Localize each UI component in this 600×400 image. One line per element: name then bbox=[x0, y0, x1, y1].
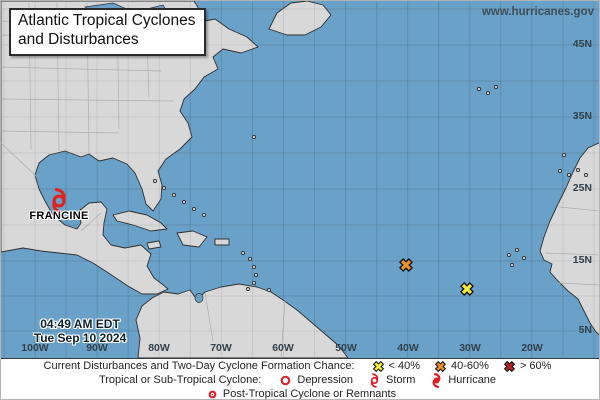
legend-item-hurricane: Hurricane bbox=[429, 372, 497, 388]
disturbance-marker-2[interactable] bbox=[459, 281, 475, 297]
legend-item-label: Storm bbox=[386, 374, 416, 387]
legend-item-depression: Depression bbox=[278, 373, 353, 388]
legend-post-tropical-row: Post-Tropical Cyclone or Remnants bbox=[1, 388, 599, 400]
depression-icon bbox=[278, 373, 293, 388]
marker-layer: FRANCINE bbox=[1, 1, 599, 358]
landmass-africa bbox=[539, 142, 599, 335]
legend-item-label: 40-60% bbox=[451, 360, 489, 373]
legend-item-post-tropical-cyclone-or-remnants: Post-Tropical Cyclone or Remnants bbox=[206, 388, 397, 400]
x-icon bbox=[434, 360, 447, 373]
legend-formation-chance-label: Current Disturbances and Two-Day Cyclone… bbox=[43, 360, 355, 373]
legend-item-storm: Storm bbox=[367, 372, 416, 388]
legend-item-60: > 60% bbox=[503, 360, 552, 373]
legend-cyclone-row: Tropical or Sub-Tropical Cyclone: Depres… bbox=[1, 372, 599, 388]
map-legend: Current Disturbances and Two-Day Cyclone… bbox=[1, 358, 599, 400]
legend-cyclone-label: Tropical or Sub-Tropical Cyclone: bbox=[98, 374, 262, 387]
legend-item-40: < 40% bbox=[372, 360, 421, 373]
x-icon bbox=[503, 360, 516, 373]
post-tropical-icon bbox=[206, 388, 219, 399]
legend-item-label: Post-Tropical Cyclone or Remnants bbox=[222, 388, 397, 400]
legend-item-label: Depression bbox=[297, 374, 354, 387]
landmasses bbox=[1, 1, 599, 358]
island-jamaica bbox=[146, 240, 162, 250]
legend-item-label: < 40% bbox=[388, 360, 421, 373]
island-puerto-rico bbox=[214, 238, 230, 246]
storm-name-label: FRANCINE bbox=[29, 210, 89, 222]
disturbance-marker-1[interactable] bbox=[398, 257, 414, 273]
legend-item-label: Hurricane bbox=[448, 374, 497, 387]
island-newfoundland bbox=[268, 1, 332, 36]
atlantic-outlook-map[interactable]: Atlantic Tropical Cyclones and Disturban… bbox=[1, 1, 599, 358]
storm-marker-francine[interactable] bbox=[46, 187, 73, 215]
legend-item-label: > 60% bbox=[519, 360, 552, 373]
legend-formation-chance-row: Current Disturbances and Two-Day Cyclone… bbox=[1, 360, 599, 374]
x-icon bbox=[372, 360, 385, 373]
island-cuba bbox=[112, 210, 168, 232]
hurricane-icon bbox=[429, 372, 444, 388]
landmass-north-america bbox=[1, 1, 259, 295]
island-specks bbox=[152, 84, 589, 293]
legend-item-40-60: 40-60% bbox=[434, 360, 489, 373]
storm-icon bbox=[367, 372, 382, 388]
island-hispaniola bbox=[176, 230, 208, 248]
